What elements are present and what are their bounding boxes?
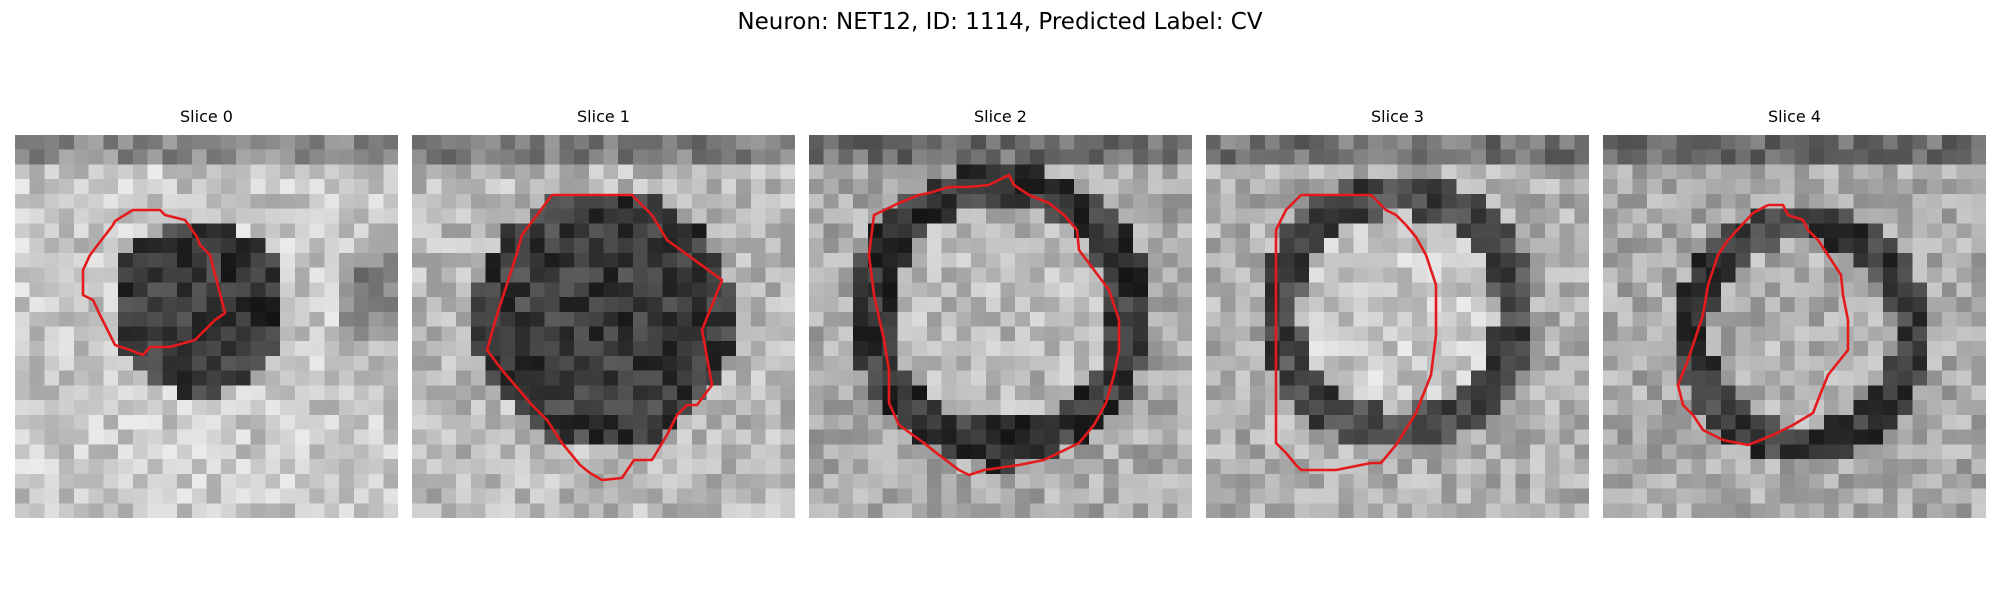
slice-title: Slice 2 <box>974 107 1027 126</box>
slice-panel-4: Slice 4 <box>1603 107 1986 518</box>
roi-contour-overlay <box>1274 193 1438 472</box>
roi-contour <box>485 193 724 482</box>
slice-title: Slice 4 <box>1768 107 1821 126</box>
grayscale-patch <box>1206 135 1589 518</box>
grayscale-patch <box>15 135 398 518</box>
roi-contour <box>1274 193 1438 472</box>
roi-contour-overlay <box>485 193 724 482</box>
slice-panel-3: Slice 3 <box>1206 107 1589 518</box>
roi-contour <box>867 173 1121 477</box>
slice-title: Slice 1 <box>577 107 630 126</box>
slice-image <box>412 135 795 518</box>
slice-image <box>1206 135 1589 518</box>
grayscale-patch <box>809 135 1192 518</box>
slice-title: Slice 0 <box>180 107 233 126</box>
roi-contour <box>81 208 227 357</box>
slice-panel-2: Slice 2 <box>809 107 1192 518</box>
figure-title: Neuron: NET12, ID: 1114, Predicted Label… <box>737 9 1263 35</box>
slice-title: Slice 3 <box>1371 107 1424 126</box>
roi-contour <box>1676 203 1850 447</box>
roi-contour-overlay <box>1676 203 1850 447</box>
slice-image <box>809 135 1192 518</box>
grayscale-patch <box>1603 135 1986 518</box>
slice-image <box>15 135 398 518</box>
roi-contour-overlay <box>867 173 1121 477</box>
slice-panel-0: Slice 0 <box>15 107 398 518</box>
roi-contour-overlay <box>81 208 227 357</box>
slice-image <box>1603 135 1986 518</box>
slice-panel-1: Slice 1 <box>412 107 795 518</box>
grayscale-patch <box>412 135 795 518</box>
